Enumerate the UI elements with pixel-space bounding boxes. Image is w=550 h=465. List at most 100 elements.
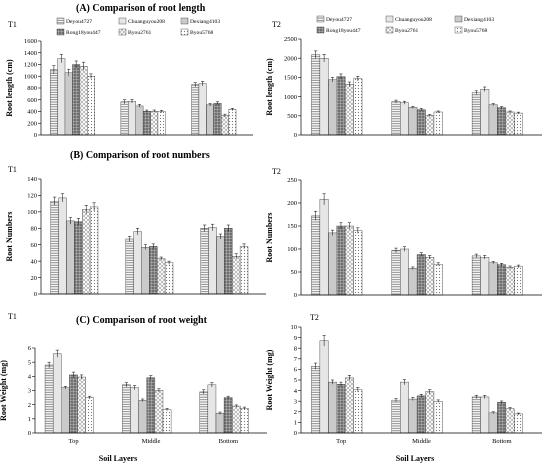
bar-c-t2-s0-c1 (391, 399, 401, 434)
chart-panel-c-t2: T2 0 1 2 3 4 5 6 7 8 9 10 Root Weight (mg) Top Middle B… (265, 313, 542, 445)
bar-c-t1-s4-c1 (154, 390, 164, 434)
bar-c-t2-s2-c0 (328, 381, 337, 434)
bar-c-t1-s4-c0 (77, 376, 86, 434)
y-tick-label: 0 (34, 291, 37, 298)
legend-entry: Rong18you447 (66, 30, 101, 36)
bar-c-t1-s2-c1 (138, 400, 147, 434)
y-axis-title: Root Weight (mg) (265, 349, 274, 410)
bar-a-t1-s2-c0 (64, 72, 73, 136)
y-tick-label: 6 (28, 345, 32, 352)
legend-entry: Byou5768 (464, 28, 488, 34)
y-tick-label: 10 (291, 324, 298, 331)
bar-c-t1-s0-c1 (122, 384, 131, 434)
bar-b-t1-s5-c2 (239, 246, 249, 295)
bar-b-t2-s4-c1 (425, 257, 435, 296)
bar-b-t2-s2-c0 (328, 232, 337, 296)
bar-a-t2-s1-c1 (400, 102, 409, 136)
bar-a-t1-s2-c1 (135, 105, 144, 136)
bar-b-t2-s5-c0 (353, 230, 363, 296)
title-root-length: (A) Comparison of root length (76, 3, 206, 14)
y-axis-title: Root length (cm) (5, 59, 14, 117)
y-tick-label: 200 (27, 120, 37, 127)
bar-b-t1-s1-c1 (133, 231, 142, 295)
bar-a-t1-s5-c1 (157, 111, 166, 136)
legend-entry: Chuanguyou208 (128, 19, 165, 25)
bar-c-t1-s0-c0 (44, 364, 54, 434)
y-tick-label: 3 (28, 388, 31, 395)
bar-b-t2-s3-c1 (416, 254, 426, 296)
bar-c-t2-s0-c2 (471, 396, 481, 434)
category-label: Middle (142, 438, 161, 445)
legend-entry: Dexiang4103 (464, 17, 494, 23)
y-tick-label: 1000 (24, 73, 37, 80)
legend-swatch (118, 17, 127, 25)
bar-c-t1-s0-c2 (199, 391, 209, 434)
y-tick-label: 800 (27, 85, 37, 92)
bar-c-t2-s4-c0 (344, 377, 354, 434)
y-tick-label: 1200 (24, 62, 37, 69)
bar-b-t2-s3-c2 (497, 264, 507, 296)
bar-b-t2-s2-c2 (488, 262, 498, 296)
bar-a-t1-s5-c2 (228, 109, 237, 136)
bar-a-t2-s3-c1 (416, 109, 426, 136)
title-root-weight: (C) Comparison of root weight (76, 315, 208, 326)
bar-b-t1-s4-c2 (232, 256, 241, 295)
bar-c-t2-s1-c1 (400, 381, 409, 434)
bar-c-t2-s3-c1 (416, 395, 426, 434)
y-tick-label: 1 (294, 420, 297, 427)
bar-b-t1-s1-c0 (58, 197, 67, 295)
y-tick-label: 1400 (24, 50, 37, 57)
bar-c-t2-s5-c1 (433, 401, 443, 434)
y-tick-label: 1500 (284, 75, 297, 82)
bar-b-t2-s1-c2 (480, 257, 490, 296)
bar-c-t1-s1-c2 (207, 384, 217, 434)
panel-label: T2 (272, 167, 281, 176)
bar-b-t2-s4-c0 (344, 225, 354, 296)
bar-a-t2-s4-c1 (425, 115, 435, 136)
y-tick-label: 20 (31, 275, 38, 282)
bar-b-t2-s5-c1 (433, 263, 443, 296)
bar-c-t1-s5-c0 (85, 397, 94, 434)
bar-a-t1-s3-c0 (72, 64, 81, 136)
bar-b-t2-s0-c0 (311, 215, 321, 296)
bar-b-t2-s0-c1 (391, 250, 401, 296)
y-tick-label: 140 (27, 176, 37, 183)
bar-a-t1-s4-c1 (150, 111, 159, 136)
chart-panel-a-t1: T1 0 200 400 600 800 1000 1200 1400 1600 Root leng… (5, 17, 253, 139)
bar-c-t1-s5-c1 (162, 409, 172, 434)
bar-b-t1-s5-c1 (164, 262, 174, 295)
y-tick-label: 5 (294, 377, 297, 384)
y-tick-label: 60 (31, 242, 38, 249)
y-tick-label: 9 (294, 335, 297, 342)
bar-a-t1-s0-c0 (49, 69, 58, 136)
bar-a-t1-s0-c1 (120, 101, 129, 136)
bar-a-t1-s4-c0 (79, 66, 88, 136)
bar-b-t1-s3-c1 (149, 246, 158, 295)
bar-a-t2-s1-c2 (480, 89, 490, 136)
y-tick-label: 0 (294, 132, 297, 139)
legend-entry: Deyou4727 (326, 17, 352, 23)
y-tick-label: 5 (28, 359, 31, 366)
bar-b-t2-s3-c0 (336, 225, 346, 296)
legend-entry: Byou2761 (128, 30, 152, 36)
bar-b-t1-s2-c2 (216, 236, 225, 295)
panel-label: T2 (272, 20, 281, 29)
y-axis-title: Root Weight (mg) (0, 360, 8, 421)
legend-entry: Rong18you447 (326, 28, 361, 34)
bar-b-t1-s4-c1 (157, 258, 166, 295)
bar-c-t1-s5-c2 (240, 408, 249, 434)
legend-swatch (316, 26, 325, 34)
y-tick-label: 2500 (284, 36, 297, 43)
category-label: Middle (412, 438, 431, 445)
legend-swatch (316, 15, 325, 23)
bar-b-t1-s0-c0 (50, 200, 59, 295)
bar-b-t1-s2-c1 (141, 246, 150, 295)
bar-b-t1-s0-c1 (125, 238, 134, 295)
bar-c-t1-s3-c0 (69, 374, 78, 434)
bar-a-t2-s4-c0 (344, 84, 354, 136)
bar-a-t2-s3-c0 (336, 76, 346, 136)
panel-label: T1 (8, 165, 17, 174)
legend-entry: Byou5768 (190, 30, 214, 36)
bar-b-t1-s1-c2 (208, 227, 217, 295)
